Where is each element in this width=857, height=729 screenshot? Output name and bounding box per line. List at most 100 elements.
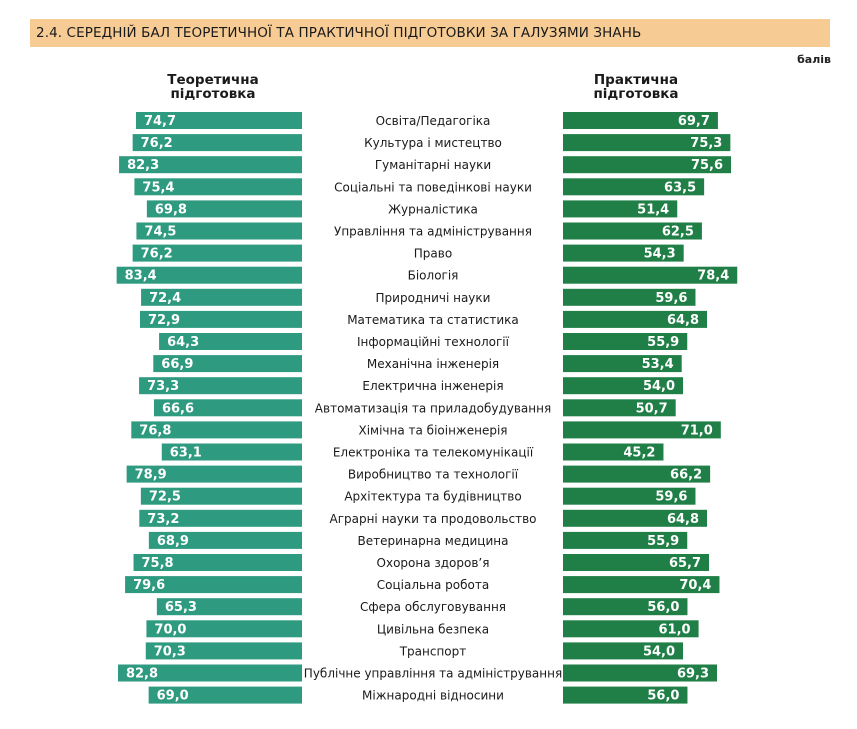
theory-column-header: Теоретична підготовка <box>133 73 293 101</box>
practice-value-label: 55,9 <box>647 335 679 350</box>
theory-bar <box>141 288 302 306</box>
theory-bar <box>161 443 302 461</box>
practice-value-label: 64,8 <box>667 512 699 527</box>
theory-value-label: 72,4 <box>149 291 181 306</box>
theory-value-label: 63,1 <box>170 446 202 461</box>
practice-bar <box>563 377 684 395</box>
theory-bar <box>132 244 302 262</box>
theory-bar <box>132 134 302 152</box>
category-label: Транспорт <box>399 644 467 658</box>
theory-value-label: 76,8 <box>139 423 171 438</box>
theory-value-label: 78,9 <box>135 468 167 483</box>
theory-bar <box>119 156 302 174</box>
practice-value-label: 53,4 <box>642 357 674 372</box>
theory-value-label: 69,8 <box>155 202 187 217</box>
category-label: Природничі науки <box>376 291 491 305</box>
practice-value-label: 45,2 <box>623 446 655 461</box>
theory-value-label: 66,6 <box>162 401 194 416</box>
practice-bar <box>563 310 708 328</box>
practice-bar <box>563 222 702 240</box>
practice-value-label: 70,4 <box>679 578 711 593</box>
practice-value-label: 61,0 <box>659 622 691 637</box>
practice-value-label: 64,8 <box>667 313 699 328</box>
theory-value-label: 70,0 <box>154 622 186 637</box>
category-label: Міжнародні відносини <box>362 689 504 703</box>
practice-column-header: Практична підготовка <box>556 73 716 101</box>
category-label: Гуманітарні науки <box>375 158 491 172</box>
practice-bar <box>563 620 699 638</box>
theory-bar <box>153 399 302 417</box>
practice-bar <box>563 598 688 616</box>
theory-bar <box>134 178 302 196</box>
practice-bar <box>563 487 696 505</box>
theory-value-label: 70,3 <box>154 644 186 659</box>
theory-bar <box>125 576 302 594</box>
category-label: Електрична інженерія <box>362 379 503 393</box>
practice-value-label: 54,3 <box>644 247 676 262</box>
theory-bar <box>148 686 302 704</box>
category-label: Соціальна робота <box>377 578 489 592</box>
theory-bar <box>136 222 302 240</box>
practice-value-label: 75,3 <box>690 136 722 151</box>
practice-bar <box>563 554 710 571</box>
theory-bar <box>146 200 302 218</box>
practice-value-label: 71,0 <box>681 423 713 438</box>
theory-bar <box>131 421 302 439</box>
category-label: Електроніка та телекомунікації <box>333 446 534 460</box>
theory-bar <box>159 333 302 350</box>
practice-bar <box>563 266 738 284</box>
theory-bar <box>139 310 302 328</box>
practice-value-label: 56,0 <box>647 689 679 704</box>
theory-bar <box>133 554 302 571</box>
category-label: Математика та статистика <box>347 313 519 327</box>
theory-bar <box>148 531 302 549</box>
theory-bar <box>146 620 302 638</box>
theory-value-label: 73,2 <box>147 512 179 527</box>
theory-bar <box>135 112 302 129</box>
practice-bar <box>563 200 678 218</box>
theory-value-label: 69,0 <box>157 689 189 704</box>
category-label: Сфера обслуговування <box>360 600 506 614</box>
practice-value-label: 66,2 <box>670 468 702 483</box>
category-label: Інформаційні технології <box>357 335 510 349</box>
practice-bar <box>563 244 684 262</box>
practice-value-label: 51,4 <box>637 202 669 217</box>
category-label: Аграрні науки та продовольство <box>329 512 536 526</box>
theory-bar <box>139 377 302 395</box>
theory-value-label: 68,9 <box>157 534 189 549</box>
practice-bar <box>563 509 708 527</box>
theory-value-label: 66,9 <box>161 357 193 372</box>
category-label: Публічне управління та адміністрування <box>304 667 562 681</box>
category-label: Охорона здоров’я <box>377 556 490 570</box>
page-title: 2.4. СЕРЕДНІЙ БАЛ ТЕОРЕТИЧНОЇ ТА ПРАКТИЧ… <box>36 25 642 41</box>
theory-value-label: 75,8 <box>142 556 174 571</box>
theory-header-line2: підготовка <box>170 86 256 102</box>
practice-value-label: 59,6 <box>655 291 687 306</box>
practice-value-label: 55,9 <box>647 534 679 549</box>
category-label: Хімічна та біоінженерія <box>358 423 507 437</box>
category-label: Право <box>414 247 452 261</box>
theory-header-line1: Теоретична <box>167 72 259 88</box>
category-label: Журналістика <box>388 202 478 216</box>
theory-bar <box>117 664 302 682</box>
practice-bar <box>563 178 705 196</box>
practice-bar <box>563 288 696 306</box>
theory-bar <box>140 487 302 505</box>
theory-value-label: 83,4 <box>125 269 157 284</box>
practice-bar <box>563 642 684 660</box>
theory-value-label: 75,4 <box>142 180 174 195</box>
practice-value-label: 59,6 <box>655 490 687 505</box>
category-label: Соціальні та поведінкові науки <box>334 180 532 194</box>
practice-bar <box>563 333 688 350</box>
practice-bar <box>563 134 731 152</box>
practice-value-label: 65,7 <box>669 556 701 571</box>
practice-bar <box>563 465 711 483</box>
theory-value-label: 74,5 <box>144 225 176 240</box>
theory-value-label: 76,2 <box>141 247 173 262</box>
theory-value-label: 79,6 <box>133 578 165 593</box>
category-label: Освіта/Педагогіка <box>376 114 491 128</box>
practice-bar <box>563 421 721 439</box>
category-label: Культура і мистецтво <box>364 136 502 150</box>
practice-header-line1: Практична <box>593 72 679 88</box>
practice-bar <box>563 112 718 129</box>
